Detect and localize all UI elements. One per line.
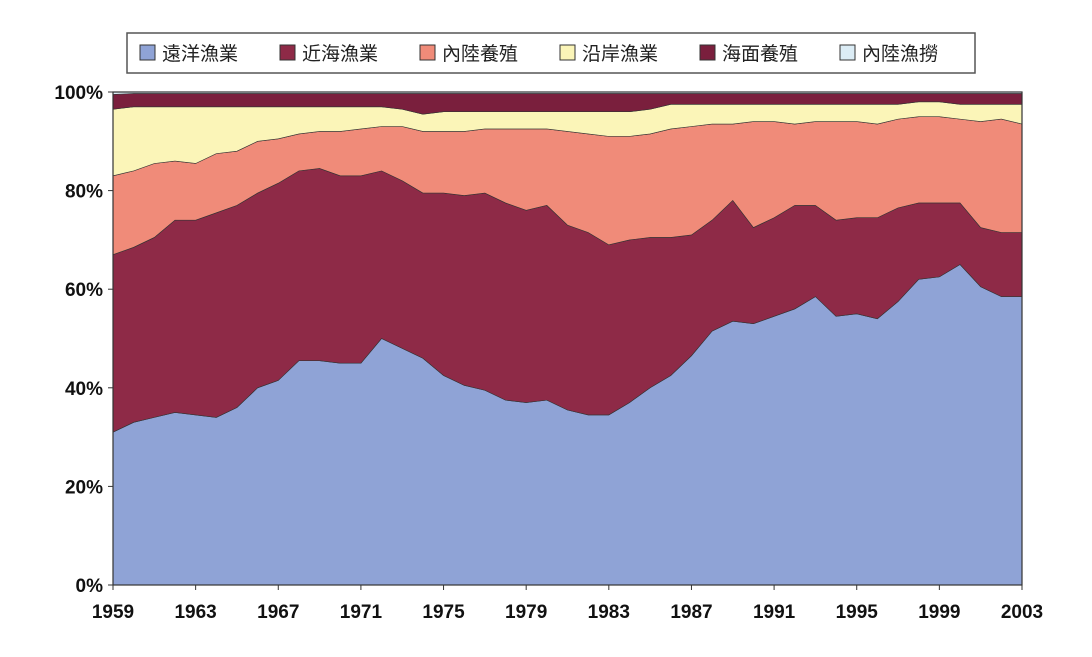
plot-frame [112,91,1023,586]
legend-swatch [279,44,296,61]
x-tick-label: 1987 [670,602,712,623]
legend-swatch [559,44,576,61]
y-tick-label: 0% [76,576,104,597]
legend-swatch [839,44,856,61]
legend-swatch [699,44,716,61]
y-tick-label: 40% [65,379,103,400]
x-tick-label: 1999 [918,602,960,623]
legend-swatch [419,44,436,61]
x-tick-label: 1959 [92,602,134,623]
legend-label: 遠洋漁業 [162,43,238,65]
x-tick-label: 1983 [588,602,630,623]
legend-label: 沿岸漁業 [582,43,658,65]
legend-box [126,32,976,74]
y-tick-label: 80% [65,182,103,203]
y-tick-label: 100% [54,83,103,104]
x-tick-label: 1991 [753,602,796,623]
legend-label: 內陸養殖 [442,43,518,65]
x-tick-label: 1971 [340,602,383,623]
x-tick-label: 1979 [505,602,547,623]
x-tick-label: 2003 [1001,602,1043,623]
x-tick-label: 1963 [174,602,216,623]
x-tick-label: 1975 [422,602,465,623]
legend-label: 近海漁業 [302,43,378,65]
legend-swatch [139,44,156,61]
y-tick-label: 20% [65,477,103,498]
x-tick-label: 1967 [257,602,299,623]
legend-label: 內陸漁撈 [862,43,938,65]
legend-label: 海面養殖 [722,43,798,65]
x-tick-label: 1995 [836,602,879,623]
y-tick-label: 60% [65,280,103,301]
